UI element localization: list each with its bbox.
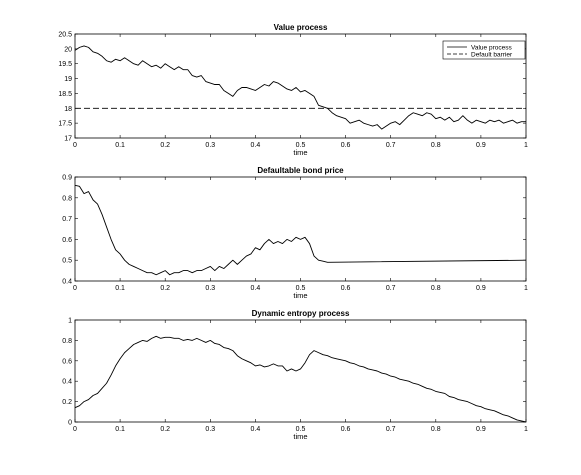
x-axis-label: time: [293, 291, 307, 300]
x-tick-label: 0.9: [476, 142, 486, 149]
y-tick-label: 20.5: [58, 32, 72, 39]
y-tick-label: 0.2: [62, 399, 72, 406]
x-tick-label: 1: [524, 426, 528, 433]
x-tick-label: 0.2: [160, 142, 170, 149]
legend-entry: Value process: [471, 44, 512, 51]
x-tick-label: 0.4: [251, 426, 261, 433]
x-tick-label: 0.8: [431, 426, 441, 433]
chart-panel-2: 0 0.1 0.2 0.3 0.4 0.5 0.6 0.7 0.8 0.9 1 0.4 0.5 0.6 0.…: [62, 166, 528, 300]
y-tick-label: 19: [64, 76, 72, 83]
x-tick-label: 0.1: [115, 426, 125, 433]
series-line-series-1: [74, 184, 527, 276]
legend-entry: Default barrier: [471, 51, 513, 58]
y-tick-label: 18: [64, 106, 72, 113]
series-line-value-process: [74, 45, 526, 130]
x-tick-label: 1: [524, 142, 528, 149]
x-tick-label: 0.8: [431, 142, 441, 149]
x-tick-label: 0.4: [251, 142, 261, 149]
y-tick-label: 20: [64, 46, 72, 53]
x-tick-label: 0.4: [251, 285, 261, 292]
y-tick-label: 0.6: [62, 358, 72, 365]
x-axis-label: time: [293, 432, 307, 441]
x-tick-label: 0.3: [205, 285, 215, 292]
y-tick-label: 17.5: [58, 121, 72, 128]
x-tick-label: 0.1: [115, 142, 125, 149]
y-tick-label: 1: [68, 318, 72, 325]
x-tick-label: 0.1: [115, 285, 125, 292]
x-tick-label: 0.3: [205, 426, 215, 433]
y-tick-label: 0.5: [62, 258, 72, 265]
y-tick-label: 0.8: [62, 195, 72, 202]
y-tick-label: 0: [68, 420, 72, 427]
y-tick-label: 0.6: [62, 237, 72, 244]
x-tick-label: 0.6: [341, 285, 351, 292]
x-axis-label: time: [293, 148, 307, 157]
x-tick-label: 0.7: [386, 285, 396, 292]
x-tick-label: 0.8: [431, 285, 441, 292]
x-tick-label: 0.5: [296, 285, 306, 292]
x-tick-label: 0.7: [386, 142, 396, 149]
y-tick-label: 19.5: [58, 61, 72, 68]
x-tick-label: 0.9: [476, 285, 486, 292]
x-tick-label: 0: [73, 426, 77, 433]
x-tick-label: 0.7: [386, 426, 396, 433]
x-tick-label: 0.6: [341, 142, 351, 149]
x-tick-label: 0.2: [160, 426, 170, 433]
y-tick-label: 0.4: [62, 279, 72, 286]
x-tick-label: 0.9: [476, 426, 486, 433]
x-tick-label: 1: [524, 285, 528, 292]
legend-box: [442, 40, 526, 60]
x-tick-label: 0.3: [205, 142, 215, 149]
x-tick-label: 0.5: [296, 142, 306, 149]
chart-panel-1: 0 0.1 0.2 0.3 0.4 0.5 0.6 0.7 0.8 0.9 1 17 17.5 18 18.…: [58, 23, 528, 157]
chart-title: Value process: [274, 23, 328, 32]
x-tick-label: 0: [73, 285, 77, 292]
y-tick-label: 18.5: [58, 91, 72, 98]
x-tick-label: 0: [73, 142, 77, 149]
series-line-series-1: [74, 335, 527, 423]
y-tick-label: 0.4: [62, 379, 72, 386]
chart-title: Defaultable bond price: [257, 166, 344, 175]
x-tick-label: 0.6: [341, 426, 351, 433]
x-tick-label: 0.5: [296, 426, 306, 433]
y-tick-label: 17: [64, 136, 72, 143]
chart-panel-3: 0 0.1 0.2 0.3 0.4 0.5 0.6 0.7 0.8 0.9 1 0 0.2 0.4 0.6 0…: [62, 309, 528, 441]
y-tick-label: 0.7: [62, 216, 72, 223]
y-tick-label: 0.8: [62, 338, 72, 345]
chart-title: Dynamic entropy process: [252, 309, 350, 318]
y-tick-label: 0.9: [62, 175, 72, 182]
x-tick-label: 0.2: [160, 285, 170, 292]
